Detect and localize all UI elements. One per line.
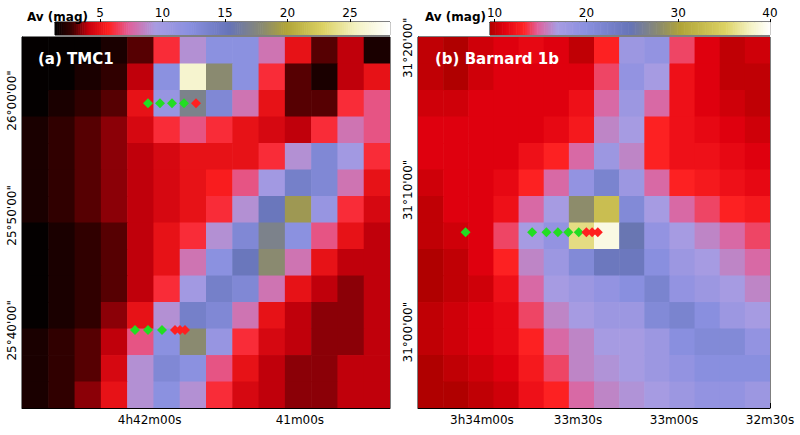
svg-text:20: 20	[579, 6, 594, 20]
svg-text:25: 25	[342, 6, 357, 20]
svg-text:32m30s: 32m30s	[746, 413, 794, 427]
svg-text:31°10'00": 31°10'00"	[401, 160, 415, 221]
svg-text:25°50'00": 25°50'00"	[5, 185, 19, 246]
svg-text:Av (mag): Av (mag)	[27, 10, 88, 24]
svg-text:20: 20	[280, 6, 295, 20]
svg-text:5: 5	[96, 6, 104, 20]
svg-text:26°00'00": 26°00'00"	[5, 70, 19, 131]
svg-text:15: 15	[217, 6, 232, 20]
svg-text:10: 10	[155, 6, 170, 20]
svg-text:33m00s: 33m00s	[650, 413, 698, 427]
svg-text:33m30s: 33m30s	[554, 413, 602, 427]
svg-text:(b) Barnard 1b: (b) Barnard 1b	[435, 50, 559, 68]
svg-text:(a) TMC1: (a) TMC1	[38, 50, 114, 68]
svg-text:31°00'00": 31°00'00"	[401, 302, 415, 363]
svg-text:31°20'00": 31°20'00"	[401, 17, 415, 78]
svg-text:25°40'00": 25°40'00"	[5, 300, 19, 361]
svg-text:30: 30	[671, 6, 686, 20]
svg-text:3h34m00s: 3h34m00s	[450, 413, 514, 427]
svg-text:4h42m00s: 4h42m00s	[118, 413, 182, 427]
svg-text:41m00s: 41m00s	[276, 413, 324, 427]
svg-text:10: 10	[487, 6, 502, 20]
svg-text:40: 40	[762, 6, 777, 20]
svg-text:Av (mag): Av (mag)	[425, 10, 486, 24]
